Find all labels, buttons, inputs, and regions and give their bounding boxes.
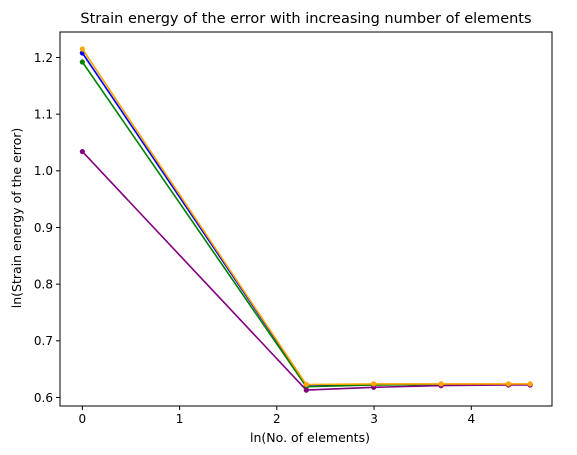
x-tick-label: 4 [467,412,475,426]
y-tick-label: 1.0 [34,164,53,178]
plot-frame [59,31,553,407]
data-point [438,381,444,387]
x-axis-label: ln(No. of elements) [250,430,370,445]
series-line [81,48,531,386]
series-layer [79,46,533,393]
data-point [303,387,309,393]
series-2 [79,59,533,390]
y-tick-label: 0.6 [34,391,53,405]
x-tick-label: 0 [79,412,87,426]
y-tick-label: 0.9 [34,221,53,235]
y-tick-label: 0.8 [34,277,53,291]
y-tick-label: 1.1 [34,107,53,121]
series-3 [79,148,533,393]
x-axis: 0 1 2 3 4 [79,406,475,426]
data-point [505,381,512,387]
y-axis-label: ln(Strain energy of the error) [9,128,24,308]
x-tick-label: 2 [273,412,281,426]
data-point [79,59,85,65]
x-tick-label: 1 [176,412,184,426]
series-1 [79,50,533,388]
y-tick-label: 0.7 [34,334,53,348]
series-line [81,61,531,388]
x-tick-label: 3 [370,412,378,426]
y-axis: 0.6 0.7 0.8 0.9 1.0 1.1 1.2 [34,51,60,405]
chart-title: Strain energy of the error with increasi… [80,11,531,27]
series-line [81,52,531,386]
series-line [81,151,531,391]
data-point [79,148,85,155]
data-point [79,46,85,52]
data-point [371,381,377,387]
series-4 [79,46,533,388]
y-tick-label: 1.2 [34,51,53,65]
data-point [303,381,309,388]
data-point [527,381,533,387]
